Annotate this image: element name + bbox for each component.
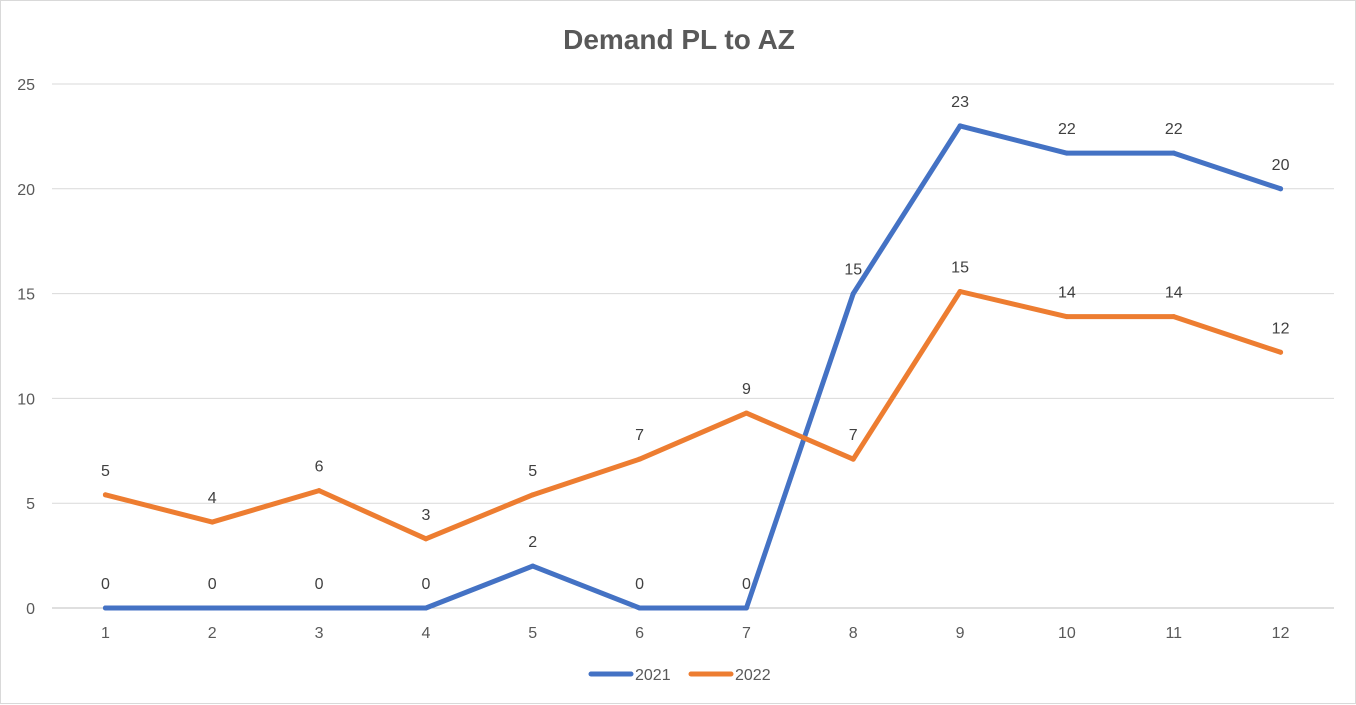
data-point-2021	[209, 605, 215, 611]
data-point-2021	[316, 605, 322, 611]
x-axis-ticks: 1 2 3 4 5 6 7 8 9 10 11 12	[101, 625, 1290, 642]
legend-label-2021: 2021	[635, 667, 671, 684]
data-label-2021: 15	[844, 262, 862, 279]
data-label-2022: 15	[951, 260, 969, 277]
data-point-2022	[637, 456, 643, 462]
x-tick-label: 9	[956, 625, 965, 642]
data-label-2022: 14	[1165, 285, 1183, 302]
data-point-2022	[316, 488, 322, 494]
data-point-2022	[102, 492, 108, 498]
data-label-2022: 4	[208, 490, 217, 507]
data-label-2021: 0	[421, 576, 430, 593]
x-tick-label: 6	[635, 625, 644, 642]
x-tick-label: 5	[528, 625, 537, 642]
data-point-2022	[1064, 314, 1070, 320]
data-label-2022: 12	[1272, 320, 1290, 337]
data-label-2021: 22	[1058, 121, 1076, 138]
data-point-2022	[209, 519, 215, 525]
data-point-2022	[423, 536, 429, 542]
data-point-2021	[957, 123, 963, 129]
data-label-2022: 7	[635, 427, 644, 444]
series-line-2022	[102, 289, 1284, 542]
x-tick-label: 8	[849, 625, 858, 642]
data-label-2021: 0	[101, 576, 110, 593]
x-tick-label: 11	[1165, 625, 1182, 642]
legend-label-2022: 2022	[735, 667, 771, 684]
data-label-2021: 0	[635, 576, 644, 593]
data-label-2022: 5	[528, 463, 537, 480]
x-tick-label: 7	[742, 625, 751, 642]
y-tick-label: 25	[17, 77, 35, 94]
data-point-2021	[530, 563, 536, 569]
data-point-2022	[530, 492, 536, 498]
x-tick-label: 12	[1272, 625, 1290, 642]
data-point-2022	[1171, 314, 1177, 320]
data-label-2022: 7	[849, 427, 858, 444]
data-label-2021: 0	[208, 576, 217, 593]
data-label-2022: 6	[315, 459, 324, 476]
data-label-2022: 3	[421, 507, 430, 524]
y-tick-label: 0	[26, 601, 35, 618]
data-point-2022	[1278, 349, 1284, 355]
x-tick-label: 4	[421, 625, 430, 642]
data-point-2021	[850, 291, 856, 297]
data-point-2022	[957, 289, 963, 295]
data-point-2022	[743, 410, 749, 416]
data-label-2021: 22	[1165, 121, 1183, 138]
data-point-2021	[1278, 186, 1284, 192]
data-label-2021: 23	[951, 94, 969, 111]
y-tick-label: 20	[17, 182, 35, 199]
data-label-2021: 0	[742, 576, 751, 593]
y-axis-ticks: 0 5 10 15 20 25	[17, 77, 35, 618]
data-label-2021: 0	[315, 576, 324, 593]
data-point-2021	[102, 605, 108, 611]
data-point-2021	[1171, 150, 1177, 156]
data-point-2021	[1064, 150, 1070, 156]
series-lines	[102, 123, 1284, 611]
y-tick-label: 15	[17, 287, 35, 304]
x-tick-label: 10	[1058, 625, 1076, 642]
data-label-2021: 20	[1272, 157, 1290, 174]
chart-title: Demand PL to AZ	[563, 24, 795, 55]
y-tick-label: 10	[17, 391, 35, 408]
legend: 2021 2022	[588, 667, 771, 684]
data-point-2022	[850, 456, 856, 462]
data-point-2021	[423, 605, 429, 611]
x-tick-label: 3	[315, 625, 324, 642]
x-tick-label: 1	[101, 625, 110, 642]
series-line-2021	[102, 123, 1284, 611]
data-point-2021	[637, 605, 643, 611]
data-label-2021: 2	[528, 534, 537, 551]
data-label-2022: 5	[101, 463, 110, 480]
data-label-2022: 14	[1058, 285, 1076, 302]
x-tick-label: 2	[208, 625, 217, 642]
gridlines	[52, 83, 1334, 609]
data-label-2022: 9	[742, 381, 751, 398]
y-tick-label: 5	[26, 496, 35, 513]
data-point-2021	[743, 605, 749, 611]
